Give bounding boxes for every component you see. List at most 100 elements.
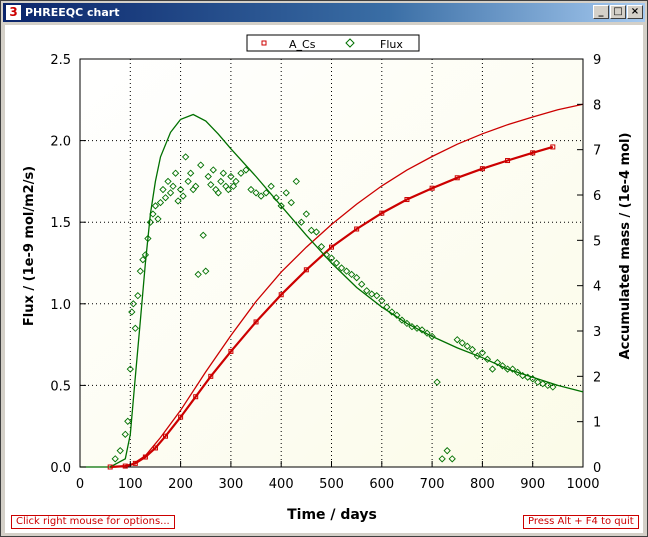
a-cs-data-point bbox=[208, 373, 214, 379]
flux-data-point bbox=[483, 355, 492, 363]
flux-data-point bbox=[169, 182, 177, 190]
y-tick-label: 0.0 bbox=[50, 461, 71, 476]
flux-data-point bbox=[317, 243, 326, 251]
flux-data-point bbox=[199, 231, 207, 239]
x-tick-label: 500 bbox=[319, 477, 344, 492]
close-button[interactable]: × bbox=[627, 5, 643, 19]
flux-data-point bbox=[428, 332, 436, 341]
flux-data-point bbox=[438, 455, 446, 463]
flux-model-curve bbox=[80, 113, 584, 468]
quit-hint-button[interactable]: Press Alt + F4 to quit bbox=[523, 515, 639, 529]
flux-data-point bbox=[166, 189, 175, 197]
flux-data-point bbox=[184, 177, 192, 186]
flux-data-point bbox=[187, 169, 195, 177]
legend: A_Cs Flux bbox=[246, 34, 420, 52]
flux-data-point bbox=[534, 378, 542, 386]
minimize-button[interactable]: _ bbox=[593, 5, 609, 19]
flux-data-point bbox=[242, 166, 250, 174]
flux-data-point bbox=[463, 342, 471, 350]
flux-data-point bbox=[174, 197, 182, 205]
a-cs-data-point bbox=[530, 150, 536, 156]
flux-data-point bbox=[139, 256, 147, 264]
flux-data-point bbox=[413, 324, 421, 332]
y2-tick-label: 0 bbox=[593, 461, 601, 476]
flux-data-point bbox=[204, 172, 212, 181]
flux-data-point bbox=[277, 202, 285, 210]
flux-data-point bbox=[302, 210, 310, 218]
flux-chart: 0 100 200 300 400 500 600 700 800 900 1000 0.0 0.5 1.… bbox=[22, 34, 633, 523]
y2-tick-label: 5 bbox=[593, 234, 601, 249]
flux-data-point bbox=[176, 185, 185, 194]
x-tick-label: 400 bbox=[269, 477, 294, 492]
flux-data-point bbox=[493, 358, 502, 367]
flux-data-point bbox=[327, 254, 336, 262]
flux-data-point bbox=[287, 198, 295, 207]
flux-data-point bbox=[126, 365, 134, 373]
y2-axis-label: Accumulated mass / (1e-4 mol) bbox=[618, 133, 633, 360]
flux-data-point bbox=[408, 323, 416, 331]
flux-data-point bbox=[503, 365, 512, 373]
flux-data-point bbox=[247, 185, 255, 194]
a-cs-data-point bbox=[228, 348, 234, 354]
flux-data-point bbox=[322, 251, 331, 259]
a-cs-data-point bbox=[122, 463, 128, 469]
flux-data-point bbox=[448, 455, 456, 463]
a-cs-model-curve bbox=[115, 103, 584, 468]
flux-data-point bbox=[161, 194, 170, 202]
a-cs-data-line bbox=[110, 145, 554, 469]
flux-data-point bbox=[151, 202, 160, 210]
y2-tick-label: 6 bbox=[593, 189, 601, 204]
flux-data-point bbox=[488, 365, 497, 373]
flux-data-point bbox=[282, 189, 290, 197]
flux-data-point bbox=[529, 375, 537, 383]
flux-data-point bbox=[358, 280, 366, 288]
a-cs-data-point bbox=[354, 226, 360, 232]
a-cs-data-point bbox=[329, 244, 334, 250]
x-tick-label: 700 bbox=[420, 477, 445, 492]
a-cs-data-point bbox=[152, 445, 158, 451]
maximize-button[interactable]: □ bbox=[610, 5, 626, 19]
flux-data-point bbox=[202, 267, 210, 275]
options-hint-button[interactable]: Click right mouse for options... bbox=[11, 515, 175, 529]
y2-tick-label: 1 bbox=[593, 416, 601, 431]
flux-data-point bbox=[388, 308, 396, 316]
x-axis-label: Time / days bbox=[287, 507, 377, 523]
flux-data-point bbox=[237, 169, 245, 177]
title-bar[interactable]: 3 PHREEQC chart _ □ × bbox=[3, 3, 645, 22]
a-cs-data-point bbox=[379, 210, 385, 216]
flux-data-point bbox=[433, 378, 441, 386]
a-cs-data-point bbox=[193, 394, 199, 400]
flux-data-point bbox=[524, 373, 532, 381]
flux-data-point bbox=[267, 182, 275, 190]
flux-data-point bbox=[519, 371, 527, 380]
flux-data-point bbox=[192, 182, 200, 190]
flux-data-point bbox=[141, 251, 150, 259]
chart-area[interactable]: 0 100 200 300 400 500 600 700 800 900 1000 0.0 0.5 1.… bbox=[5, 25, 643, 533]
x-tick-label: 1000 bbox=[566, 477, 599, 492]
flux-data-point bbox=[209, 166, 217, 174]
flux-data-point bbox=[337, 264, 346, 272]
a-cs-data-point bbox=[132, 460, 138, 466]
window-title: PHREEQC chart bbox=[25, 6, 120, 19]
flux-data-point bbox=[194, 270, 202, 279]
flux-data-point bbox=[181, 153, 190, 161]
flux-data-point bbox=[468, 345, 476, 354]
y-tick-label: 0.5 bbox=[50, 379, 71, 394]
flux-data-point bbox=[363, 287, 371, 295]
flux-data-point bbox=[128, 308, 136, 316]
flux-data-point bbox=[398, 316, 406, 324]
flux-data-point bbox=[342, 267, 351, 275]
x-tick-label: 900 bbox=[520, 477, 545, 492]
y2-tick-label: 3 bbox=[593, 325, 601, 340]
y2-tick-label: 8 bbox=[593, 98, 601, 113]
flux-data-point bbox=[214, 189, 222, 197]
flux-data-point bbox=[171, 169, 180, 177]
flux-data-point bbox=[111, 455, 119, 463]
flux-data-point bbox=[252, 189, 260, 197]
a-cs-data-point bbox=[163, 433, 169, 439]
legend-a-cs-marker bbox=[261, 40, 267, 46]
x-tick-label: 200 bbox=[168, 477, 193, 492]
flux-data-point bbox=[508, 365, 517, 373]
flux-data-point bbox=[217, 177, 225, 186]
